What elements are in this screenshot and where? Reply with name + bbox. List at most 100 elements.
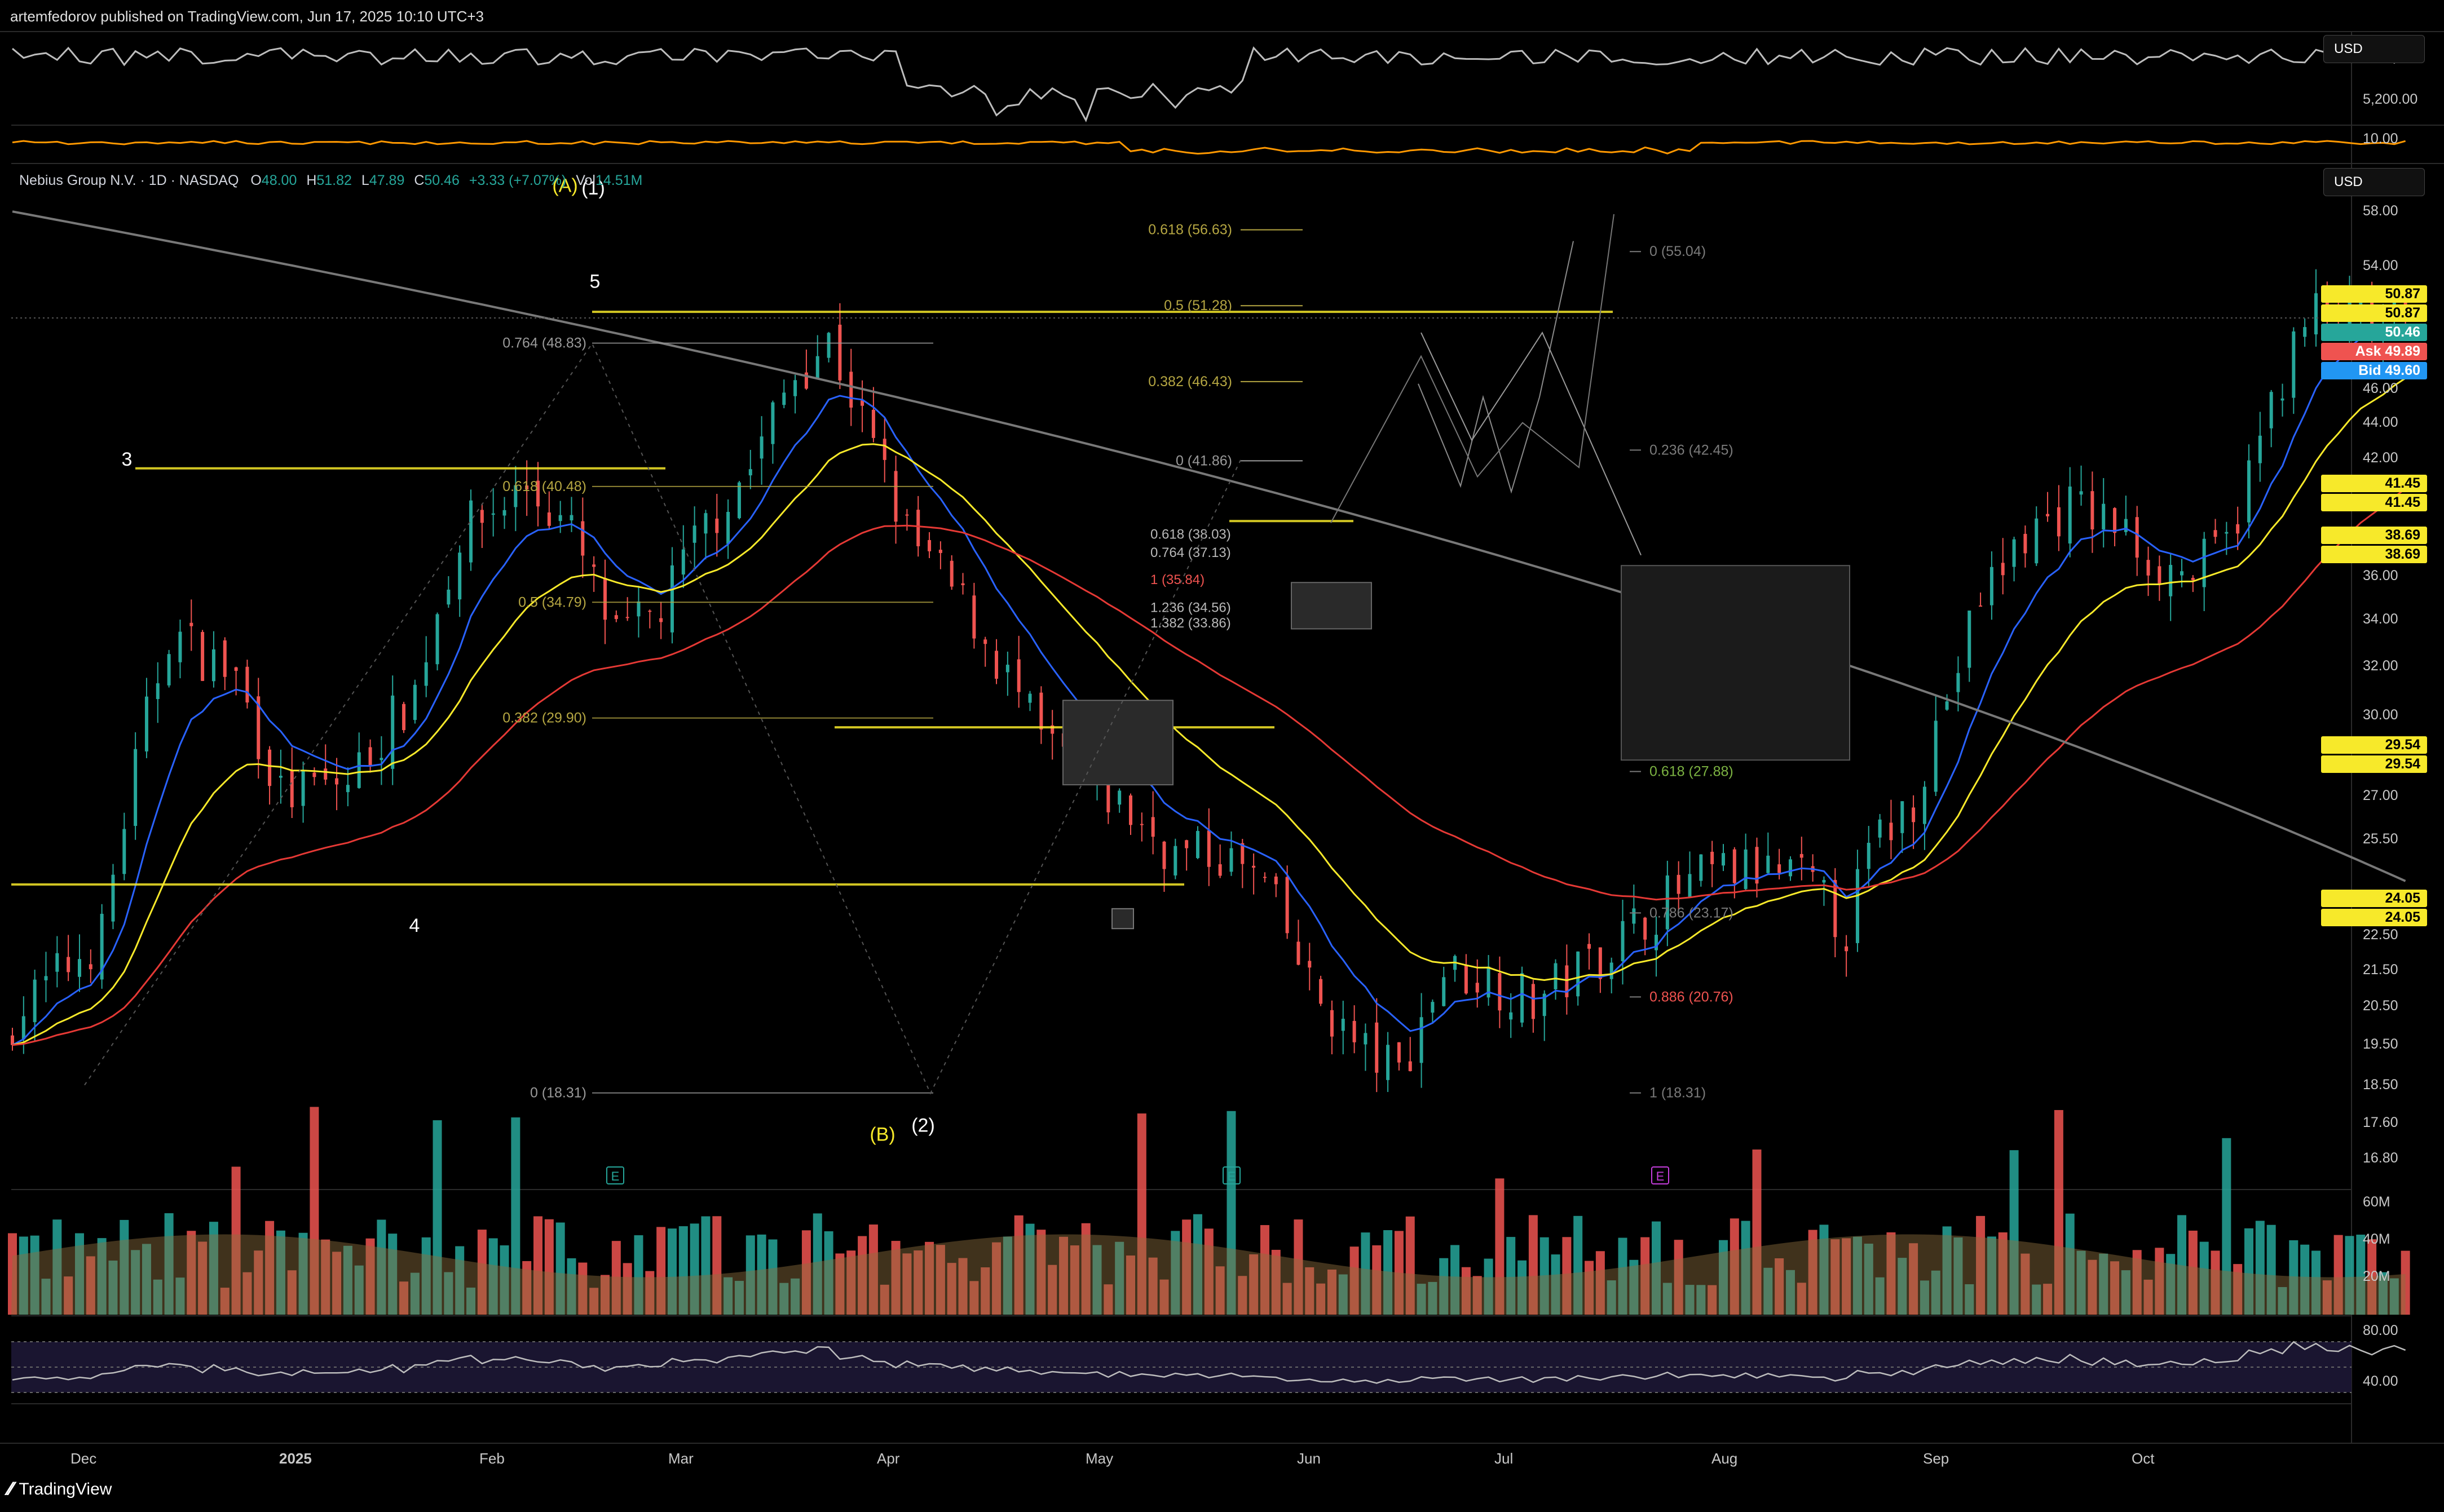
volume-bar — [1864, 1244, 1873, 1315]
volume-bar — [1696, 1285, 1706, 1315]
volume-bar — [242, 1272, 252, 1315]
candle-body — [502, 510, 506, 516]
volume-bar — [578, 1262, 588, 1315]
currency-badge-top[interactable]: USD — [2323, 35, 2425, 63]
volume-bar — [835, 1253, 845, 1315]
price-axis-label: 25.50 — [2363, 831, 2398, 847]
volume-bar — [1685, 1285, 1695, 1315]
fib-level-label: 0 (41.86) — [1176, 453, 1232, 468]
volume-bar — [1998, 1232, 2008, 1315]
volume-bar — [734, 1281, 744, 1315]
fib-level-label: 0.618 (40.48) — [502, 479, 586, 494]
candle-body — [2046, 514, 2050, 516]
volume-bar — [52, 1219, 62, 1315]
candle-body — [1207, 830, 1211, 867]
candle-body — [1252, 865, 1256, 868]
volume-bar — [2278, 1287, 2287, 1315]
volume-bar — [656, 1227, 666, 1315]
candle-body — [11, 1035, 14, 1045]
candle-body — [2102, 503, 2106, 530]
candle-body — [1364, 1033, 1367, 1045]
volume-bar — [1193, 1214, 1202, 1315]
fib-ext-label: 0 (55.04) — [1649, 244, 1706, 259]
volume-bar — [1092, 1245, 1102, 1315]
volume-bar — [488, 1238, 498, 1315]
volume-bar — [1271, 1249, 1281, 1315]
volume-bar — [1618, 1237, 1627, 1315]
volume-bar — [791, 1278, 800, 1315]
volume-bar — [2345, 1236, 2354, 1315]
fib-ext-label: 0.618 (27.88) — [1649, 763, 1733, 779]
price-tag: Ask 49.89 — [2321, 343, 2427, 360]
candle-body — [2236, 524, 2240, 534]
tradingview-brand-text: TradingView — [19, 1479, 112, 1498]
consolidation-box — [1111, 908, 1134, 930]
wave-label: 4 — [409, 915, 420, 936]
tradingview-logo[interactable]: ⁄⁄ TradingView — [8, 1478, 112, 1500]
candle-body — [134, 749, 138, 826]
volume-bar — [969, 1281, 979, 1315]
candle-body — [1319, 979, 1323, 1004]
candle-body — [950, 560, 954, 587]
candle-body — [1945, 701, 1949, 710]
candle-body — [2247, 460, 2251, 523]
fib-inner-label: 0.618 (38.03) — [1150, 527, 1231, 542]
open-value: 48.00 — [261, 173, 297, 188]
candle-body — [2035, 518, 2039, 564]
volume-bar — [2110, 1261, 2120, 1315]
price-axis-label: 17.60 — [2363, 1115, 2398, 1131]
candle-body — [2303, 327, 2307, 337]
target-zone-box — [1621, 565, 1850, 761]
volume-bar — [891, 1241, 901, 1315]
volume-bar — [1294, 1219, 1303, 1315]
symbol-name[interactable]: Nebius Group N.V. · 1D · NASDAQ — [19, 173, 239, 188]
candle-body — [1285, 877, 1289, 934]
volume-bar — [265, 1221, 275, 1315]
volume-bar — [981, 1267, 990, 1315]
candle-body — [1341, 1019, 1345, 1031]
volume-bar — [2166, 1254, 2176, 1315]
candle-body — [111, 874, 115, 922]
candle-body — [871, 409, 875, 438]
price-axis-label: 44.00 — [2363, 414, 2398, 430]
fib-ext-label: 0.236 (42.45) — [1649, 442, 1733, 458]
candle-body — [1408, 1061, 1412, 1071]
volume-bar — [2255, 1221, 2265, 1315]
candle-body — [1609, 962, 1613, 979]
volume-bar — [455, 1246, 465, 1315]
price-tag: 38.69 — [2321, 546, 2427, 563]
volume-bar — [2043, 1284, 2053, 1315]
candle-body — [1732, 849, 1736, 883]
volume-bar — [1976, 1215, 1986, 1315]
volume-bar — [354, 1265, 364, 1315]
candle-body — [257, 696, 261, 759]
price-axis-label: 36.00 — [2363, 567, 2398, 583]
volume-bar — [343, 1245, 352, 1315]
price-axis-label: 20.50 — [2363, 998, 2398, 1014]
volume-bar — [1708, 1285, 1717, 1315]
candle-body — [581, 521, 585, 556]
candle-body — [223, 640, 227, 677]
volume-bar — [1595, 1251, 1605, 1315]
currency-badge-main[interactable]: USD — [2323, 168, 2425, 196]
fib-inner-label: 1.382 (33.86) — [1150, 616, 1231, 631]
volume-bar — [1539, 1237, 1549, 1315]
volume-bar — [2032, 1284, 2041, 1315]
candle-body — [1195, 830, 1199, 859]
volume-bar — [175, 1277, 185, 1315]
candle-body — [1989, 567, 1993, 605]
volume-bar — [1305, 1267, 1314, 1315]
candle-body — [1912, 807, 1916, 823]
volume-bar — [365, 1238, 375, 1315]
volume-bar — [1920, 1280, 1929, 1315]
candle-body — [268, 749, 272, 786]
volume-bar — [2121, 1270, 2130, 1315]
volume-bar — [2266, 1224, 2276, 1315]
low-label: L — [361, 173, 369, 188]
volume-bar — [2009, 1150, 2019, 1315]
volume-bar — [1126, 1255, 1135, 1315]
price-tag: 50.87 — [2321, 285, 2427, 303]
fib-level-label: 0 (18.31) — [530, 1085, 586, 1101]
price-tag: 41.45 — [2321, 494, 2427, 511]
